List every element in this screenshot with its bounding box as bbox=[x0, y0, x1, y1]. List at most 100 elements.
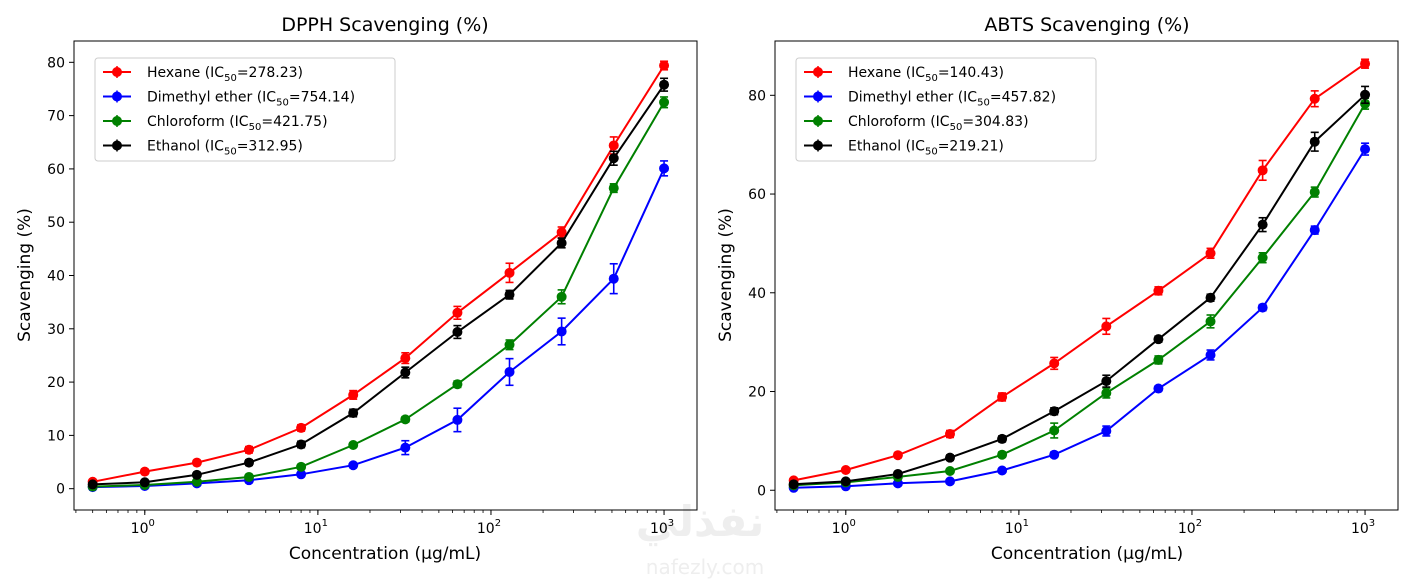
data-point bbox=[997, 449, 1008, 460]
legend-marker bbox=[112, 91, 122, 102]
legend-marker bbox=[813, 91, 823, 102]
data-point bbox=[556, 291, 567, 302]
data-point bbox=[139, 466, 150, 477]
y-axis-label: Scavenging (%) bbox=[716, 208, 736, 342]
legend-ic-equals: = bbox=[237, 65, 249, 81]
legend-ic-prefix: (IC bbox=[200, 139, 224, 155]
data-point bbox=[452, 379, 463, 390]
legend-ic-subscript: 50 bbox=[224, 147, 237, 158]
data-point bbox=[944, 465, 955, 476]
data-point bbox=[1101, 321, 1112, 332]
legend-ic-value: 421.75 bbox=[273, 114, 322, 130]
data-point bbox=[1257, 302, 1268, 313]
y-tick-label: 40 bbox=[748, 286, 766, 302]
data-point bbox=[1153, 383, 1164, 394]
data-point bbox=[504, 366, 515, 377]
data-point bbox=[1205, 248, 1216, 259]
x-tick-base: 10 bbox=[1178, 521, 1196, 537]
legend-label: Dimethyl ether (IC50=457.82) bbox=[848, 90, 1056, 109]
y-tick-label: 20 bbox=[47, 375, 65, 391]
data-point bbox=[191, 457, 202, 468]
y-tick-label: 10 bbox=[47, 428, 65, 444]
data-point bbox=[1309, 136, 1320, 147]
series-ethanol bbox=[788, 85, 1371, 490]
data-point bbox=[1205, 316, 1216, 327]
legend-marker bbox=[112, 116, 122, 126]
data-point bbox=[659, 163, 670, 174]
legend-series-name: Ethanol bbox=[848, 139, 901, 155]
x-tick-label: 103 bbox=[650, 518, 674, 537]
legend: Hexane (IC50=140.43)Dimethyl ether (IC50… bbox=[795, 57, 1097, 162]
data-point bbox=[944, 428, 955, 439]
data-point bbox=[608, 153, 619, 164]
x-tick-base: 10 bbox=[650, 521, 668, 537]
y-tick-label: 60 bbox=[748, 187, 766, 203]
data-point bbox=[348, 460, 359, 471]
x-axis-label: Concentration (μg/mL) bbox=[991, 544, 1183, 564]
series-chloroform bbox=[87, 96, 670, 492]
data-point bbox=[296, 469, 307, 480]
legend-ic-close: ) bbox=[1023, 114, 1028, 130]
legend-ic-prefix: (IC bbox=[953, 90, 977, 106]
data-point bbox=[504, 267, 515, 278]
data-point bbox=[1049, 425, 1060, 436]
data-point bbox=[348, 439, 359, 450]
watermark: نفذلي nafezly.com bbox=[636, 497, 765, 579]
data-point bbox=[659, 79, 670, 90]
legend-label: Ethanol (IC50=312.95) bbox=[147, 139, 303, 158]
legend-ic-subscript: 50 bbox=[977, 98, 990, 109]
data-point bbox=[1101, 376, 1112, 387]
x-tick-label: 101 bbox=[304, 518, 328, 537]
legend-item: Dimethyl ether (IC50=754.14) bbox=[103, 90, 355, 109]
data-point bbox=[191, 476, 202, 487]
data-point bbox=[997, 465, 1008, 476]
data-point bbox=[1309, 187, 1320, 198]
x-tick-base: 10 bbox=[477, 521, 495, 537]
data-point bbox=[997, 391, 1008, 402]
legend-ic-equals: = bbox=[990, 90, 1002, 106]
series-line bbox=[92, 84, 665, 486]
x-tick-base: 10 bbox=[304, 521, 322, 537]
legend-item: Hexane (IC50=278.23) bbox=[103, 65, 303, 84]
data-point bbox=[452, 307, 463, 318]
legend-ic-subscript: 50 bbox=[249, 122, 262, 133]
legend-marker bbox=[813, 67, 823, 77]
y-tick-label: 80 bbox=[748, 88, 766, 104]
series-dimethyl-ether bbox=[788, 142, 1371, 493]
data-point bbox=[1153, 354, 1164, 365]
legend-box bbox=[94, 57, 396, 162]
x-tick-label: 103 bbox=[1351, 518, 1375, 537]
data-point bbox=[556, 237, 567, 248]
series-ethanol bbox=[87, 77, 670, 490]
watermark-arabic: نفذلي bbox=[636, 497, 765, 547]
legend-ic-subscript: 50 bbox=[276, 98, 289, 109]
legend-ic-value: 304.83 bbox=[974, 114, 1023, 130]
series-line bbox=[793, 148, 1366, 489]
legend-item: Chloroform (IC50=304.83) bbox=[804, 114, 1029, 133]
data-point bbox=[608, 140, 619, 151]
x-tick-exponent: 2 bbox=[1196, 518, 1202, 529]
x-tick-label: 101 bbox=[1005, 518, 1029, 537]
legend-ic-subscript: 50 bbox=[224, 73, 237, 84]
data-point bbox=[840, 465, 851, 476]
y-tick-label: 30 bbox=[47, 322, 65, 338]
y-tick-label: 0 bbox=[56, 482, 65, 498]
axes-frame bbox=[774, 40, 1399, 511]
legend-label: Hexane (IC50=278.23) bbox=[147, 65, 303, 84]
data-point bbox=[1205, 292, 1216, 303]
x-tick-exponent: 1 bbox=[322, 518, 328, 529]
x-tick-base: 10 bbox=[1005, 521, 1023, 537]
legend-ic-close: ) bbox=[350, 90, 355, 106]
data-point bbox=[1309, 93, 1320, 104]
series-line bbox=[793, 94, 1366, 486]
legend-ic-equals: = bbox=[237, 139, 249, 155]
legend: Hexane (IC50=278.23) Dimethyl ether (IC50… bbox=[94, 57, 396, 162]
legend-ic-value: 140.43 bbox=[950, 65, 999, 81]
series-hexane bbox=[788, 58, 1371, 486]
legend-label: Dimethyl ether (IC50=754.14) bbox=[147, 90, 355, 109]
legend-box bbox=[795, 57, 1097, 162]
y-axis-label: Scavenging (%) bbox=[15, 208, 35, 342]
